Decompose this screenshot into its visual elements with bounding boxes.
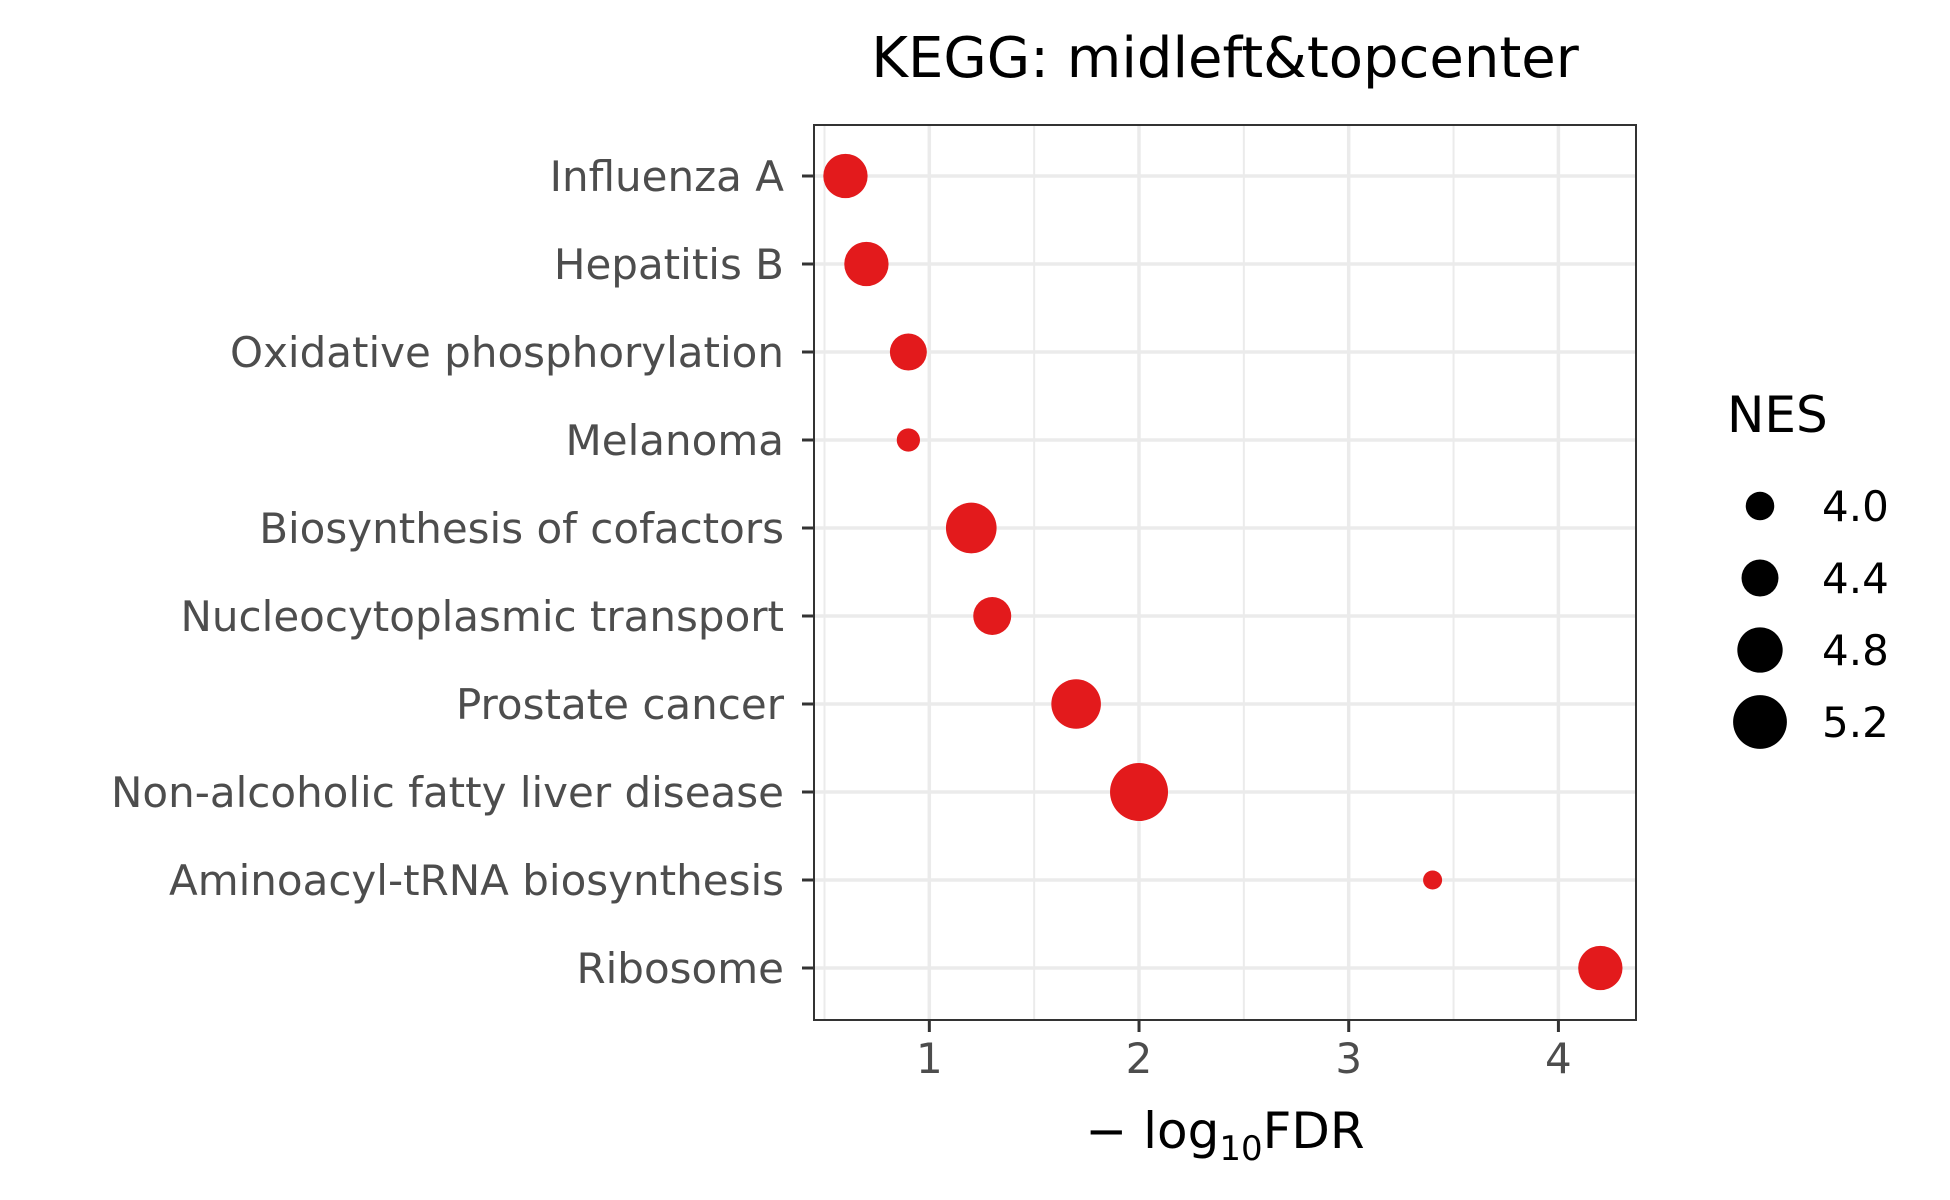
x-tick-label: 4 — [1545, 1034, 1572, 1083]
axes: Influenza A Hepatitis B Oxidative phosphor… — [111, 152, 1572, 1083]
x-axis-label: − log10FDR — [1085, 1102, 1364, 1169]
legend-key — [1745, 491, 1775, 521]
legend-key — [1741, 559, 1779, 597]
legend-label: 4.0 — [1822, 482, 1889, 531]
x-tick-label: 1 — [916, 1034, 943, 1083]
legend-key — [1737, 627, 1783, 673]
data-point — [973, 597, 1012, 635]
y-tick-label: Melanoma — [566, 416, 784, 465]
legend-key — [1733, 695, 1787, 749]
y-tick-label: Biosynthesis of cofactors — [259, 504, 784, 553]
x-tick-label: 3 — [1335, 1034, 1362, 1083]
panel-border — [813, 124, 1637, 1021]
data-point — [1051, 679, 1101, 729]
x-axis-label-suffix: FDR — [1263, 1102, 1365, 1160]
chart-title: KEGG: midleft&topcenter — [871, 26, 1579, 91]
data-point — [823, 153, 868, 199]
data-point — [1578, 945, 1623, 991]
grid — [814, 125, 1636, 1020]
y-tick-label: Ribosome — [576, 944, 784, 993]
data-point — [1110, 763, 1169, 821]
y-tick-label: Oxidative phosphorylation — [230, 328, 784, 377]
data-point — [844, 241, 889, 287]
data-points — [823, 153, 1623, 991]
y-tick-label: Prostate cancer — [456, 680, 785, 729]
legend-label: 4.4 — [1822, 554, 1889, 603]
data-point — [896, 428, 920, 452]
legend-title: NES — [1727, 386, 1828, 444]
x-tick-label: 2 — [1126, 1034, 1153, 1083]
x-axis-label-prefix: − log — [1085, 1102, 1219, 1160]
data-point — [889, 333, 927, 371]
y-tick-label: Hepatitis B — [554, 240, 784, 289]
y-tick-label: Aminoacyl-tRNA biosynthesis — [169, 856, 784, 905]
data-point — [945, 502, 997, 554]
y-tick-label: Nucleocytoplasmic transport — [181, 592, 784, 641]
legend-label: 5.2 — [1822, 698, 1889, 747]
panel-background — [814, 125, 1636, 1020]
y-tick-label: Non-alcoholic fatty liver disease — [111, 768, 784, 817]
x-axis-label-subscript: 10 — [1219, 1129, 1262, 1169]
data-point — [1423, 870, 1443, 890]
legend: NES 4.0 4.4 4.8 5.2 — [1727, 386, 1889, 749]
y-tick-label: Influenza A — [550, 152, 785, 201]
legend-label: 4.8 — [1822, 626, 1889, 675]
